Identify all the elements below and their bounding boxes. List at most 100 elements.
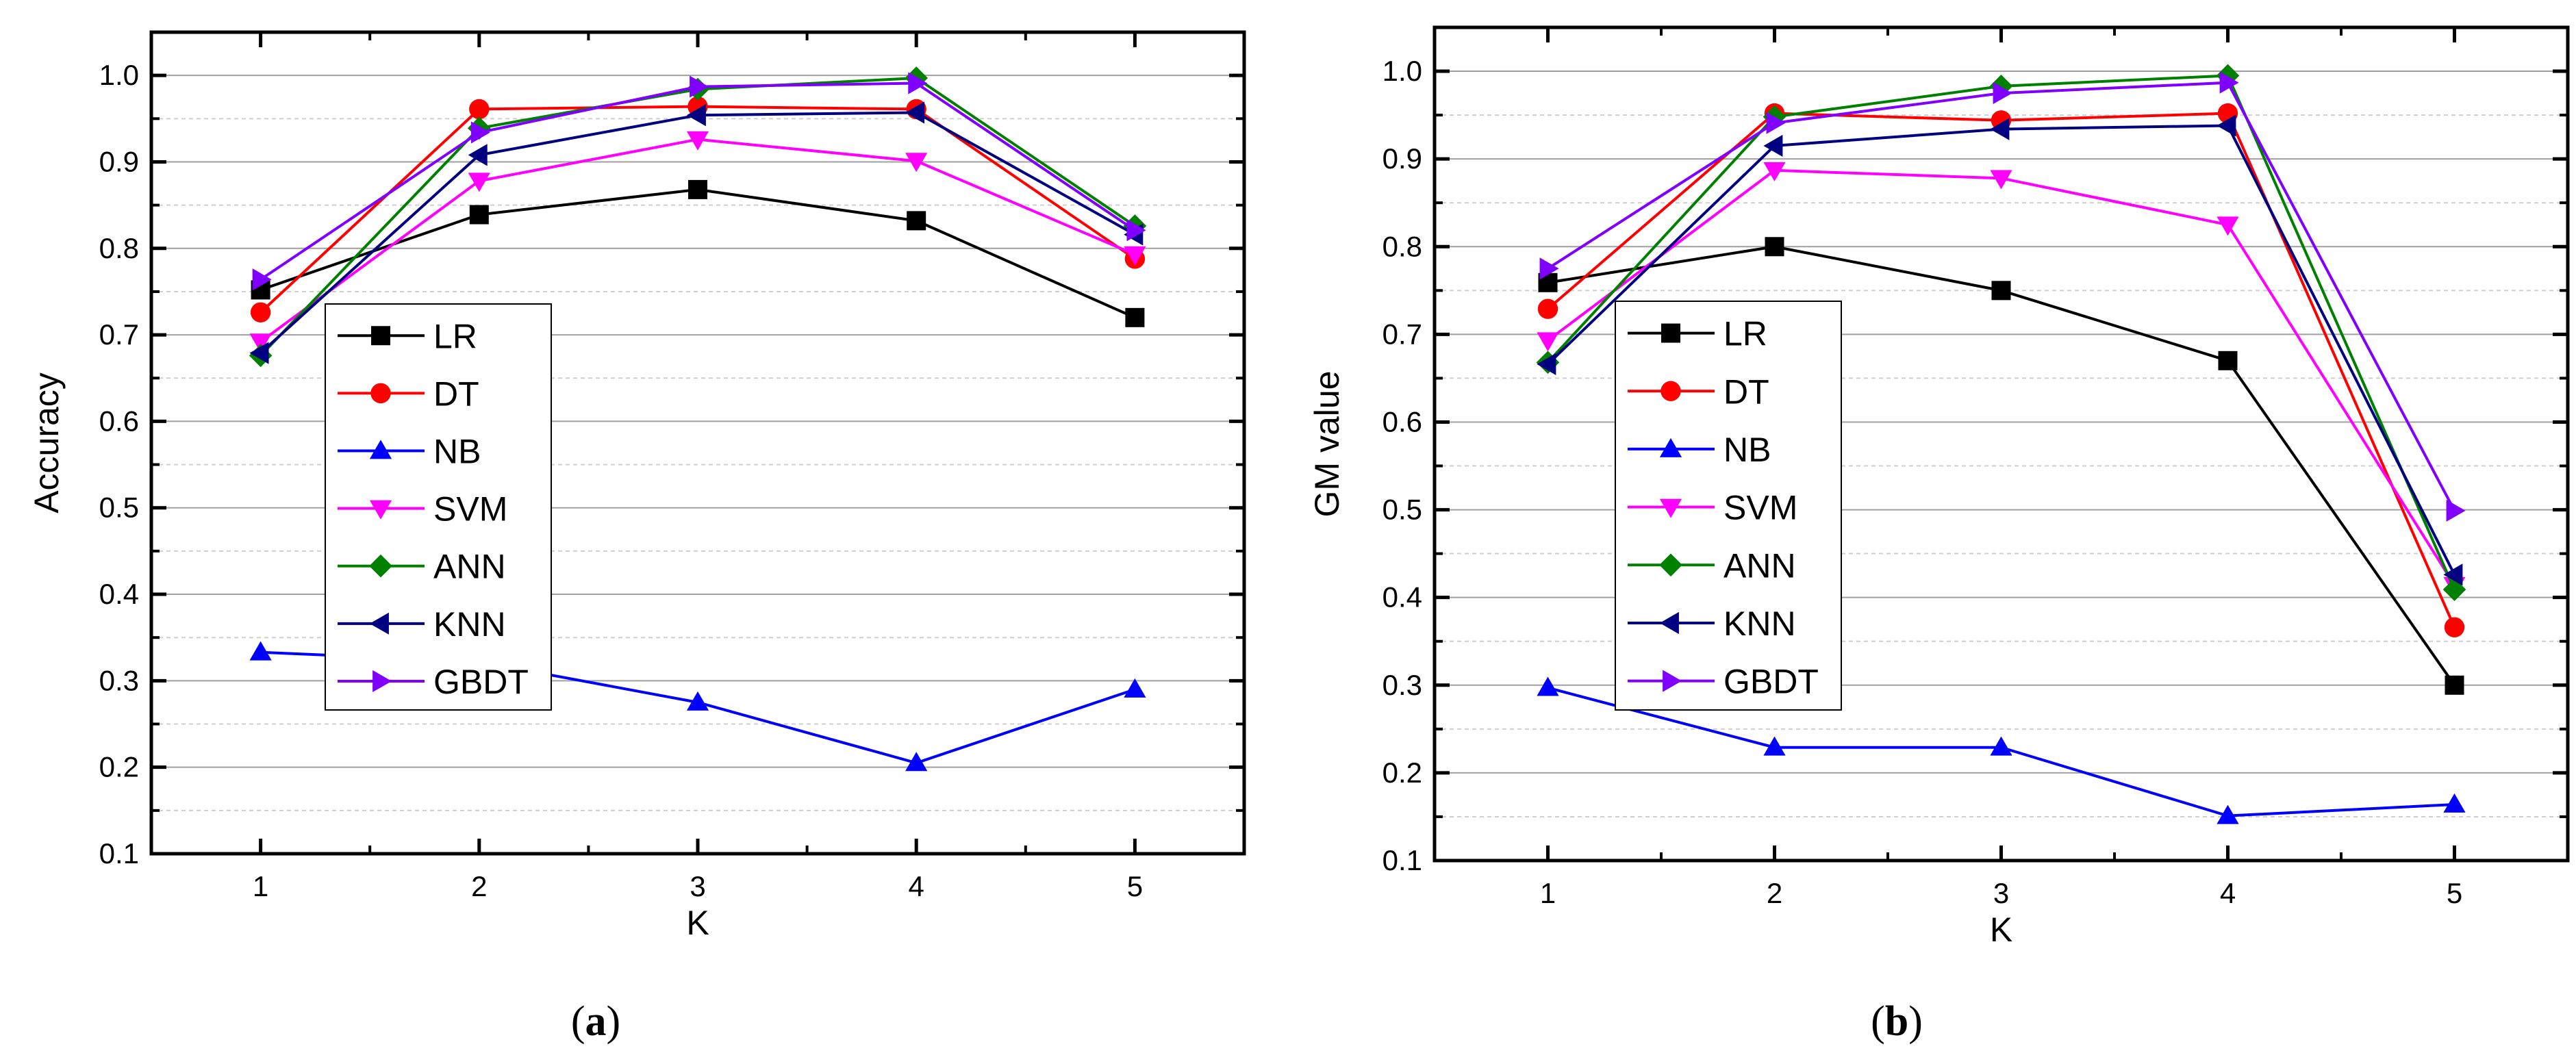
y-tick-label: 0.2	[99, 751, 139, 783]
legend-label: SVM	[1723, 489, 1797, 527]
legend-item: DT	[1628, 372, 1769, 411]
data-point-knn	[468, 144, 488, 166]
legend-label: LR	[1723, 315, 1767, 353]
y-tick-label: 0.7	[1382, 318, 1422, 350]
data-point-svm	[468, 173, 490, 192]
plot-frame	[1432, 25, 2570, 863]
series-lr	[251, 179, 1145, 327]
data-point-svm	[1990, 170, 2012, 190]
data-point-dt	[469, 99, 490, 120]
legend-item: DT	[338, 374, 479, 413]
legend-item: KNN	[1628, 605, 1796, 643]
legend-marker-knn	[369, 612, 389, 635]
data-point-lr	[907, 211, 926, 231]
legend-marker-svm	[369, 500, 392, 520]
y-tick-label: 1.0	[1382, 55, 1422, 87]
data-point-lr	[469, 205, 489, 225]
series-svm	[249, 131, 1146, 353]
y-tick-label: 0.9	[1382, 142, 1422, 175]
series-line-lr	[260, 188, 1136, 319]
data-point-gbdt	[470, 121, 490, 144]
y-axis-title: Accuracy	[27, 372, 66, 513]
series-nb	[1537, 676, 2466, 824]
data-point-nb	[2443, 793, 2466, 813]
x-tick-label: 3	[690, 870, 705, 902]
y-tick-label: 0.8	[1382, 230, 1422, 262]
y-tick-label: 0.3	[99, 664, 139, 696]
chart-a: 0.1 0.2 0.3 0.4 0.5 0.6 0.7 0.8 0.9 1.0 1 2 3 4 5 K Accu…	[27, 30, 1246, 1045]
data-point-dt	[250, 302, 271, 322]
data-point-lr	[1125, 307, 1145, 327]
series-dt	[1537, 103, 2465, 637]
data-point-gbdt	[2446, 499, 2466, 522]
data-point-gbdt	[2219, 71, 2239, 94]
legend-item: NB	[338, 432, 481, 470]
panel-caption: (a)	[571, 998, 620, 1045]
plot-frame	[149, 30, 1246, 856]
data-point-nb	[249, 641, 272, 661]
series-gbdt	[252, 72, 1146, 291]
data-point-knn	[1763, 134, 1783, 157]
data-point-nb	[905, 752, 928, 772]
data-point-gbdt	[1766, 112, 1786, 134]
chart-b: 0.1 0.2 0.3 0.4 0.5 0.6 0.7 0.8 0.9 1.0 1 2 3 4 5 K GM v…	[1308, 25, 2570, 1045]
data-point-nb	[686, 691, 709, 711]
legend-item: LR	[1628, 315, 1767, 353]
y-tick-label: 0.9	[99, 145, 139, 177]
legend-label: DT	[433, 374, 479, 413]
series-gbdt	[1539, 71, 2466, 522]
data-point-knn	[905, 101, 925, 124]
legend-item: SVM	[338, 490, 507, 529]
data-point-svm	[249, 333, 272, 353]
legend-marker-svm	[1659, 498, 1682, 518]
y-tick-label: 0.5	[1382, 494, 1422, 526]
data-point-svm	[686, 131, 709, 151]
caption-letter: a	[585, 998, 607, 1045]
legend: LR DT NB SVM ANN KNN GBDT	[1615, 301, 1842, 711]
x-tick-label: 5	[2447, 877, 2462, 909]
legend-box	[325, 303, 552, 711]
legend-label: NB	[433, 432, 481, 470]
legend-marker-dt	[1660, 381, 1681, 401]
data-point-nb	[1763, 736, 1786, 756]
x-axis-title: K	[686, 904, 709, 942]
legend-item: ANN	[1628, 546, 1796, 585]
data-point-gbdt	[690, 75, 709, 98]
legend-marker-nb	[369, 440, 392, 459]
panel-caption: (b)	[1871, 998, 1923, 1045]
legend-item: LR	[338, 317, 477, 355]
legend-label: NB	[1723, 431, 1771, 469]
legend-label: GBDT	[1723, 663, 1819, 701]
series-knn	[1537, 114, 2463, 586]
x-tick-label: 4	[909, 870, 924, 902]
data-point-lr	[1765, 237, 1784, 257]
y-axis-title: GM value	[1308, 371, 1346, 518]
legend-marker-nb	[1659, 437, 1682, 457]
x-tick-label: 1	[253, 870, 268, 902]
data-point-nb	[1124, 678, 1146, 698]
data-point-knn	[2217, 114, 2236, 137]
y-tick-label: 0.1	[1382, 844, 1422, 876]
data-point-gbdt	[1539, 257, 1559, 280]
data-point-lr	[1991, 281, 2011, 301]
data-point-dt	[2444, 617, 2465, 637]
legend-marker-lr	[371, 326, 390, 346]
data-point-svm	[2217, 216, 2239, 236]
legend-marker-lr	[1661, 323, 1680, 343]
legend-label: ANN	[1723, 546, 1796, 585]
legend-label: SVM	[433, 490, 507, 529]
legend-item: GBDT	[1628, 663, 1819, 701]
data-point-svm	[1763, 162, 1786, 181]
y-tick-label: 0.3	[1382, 669, 1422, 701]
data-point-gbdt	[1126, 219, 1146, 242]
legend-marker-gbdt	[1663, 670, 1682, 692]
data-point-lr	[688, 179, 707, 199]
data-point-dt	[1537, 298, 1558, 319]
legend-marker-ann	[369, 554, 392, 578]
data-point-lr	[2445, 675, 2464, 695]
x-tick-label: 1	[1540, 877, 1556, 909]
data-point-gbdt	[908, 72, 928, 94]
legend-label: ANN	[433, 548, 506, 586]
y-tick-label: 0.1	[99, 837, 139, 869]
